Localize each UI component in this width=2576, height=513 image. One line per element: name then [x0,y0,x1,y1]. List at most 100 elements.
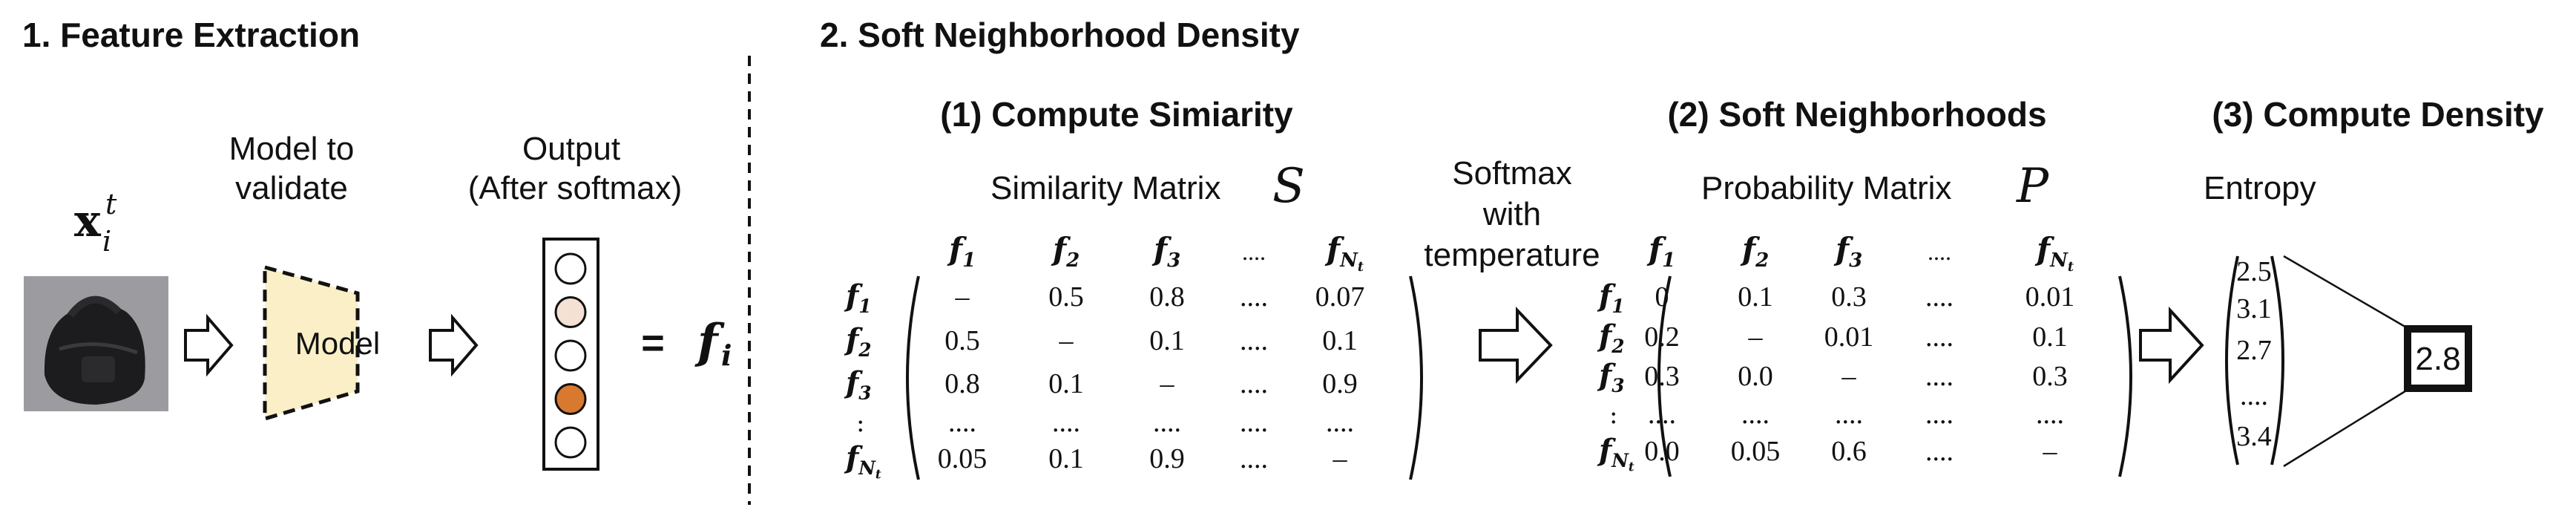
col-header: f1 [1646,231,1675,272]
step2-title: (2) Soft Neighborhoods [1667,95,2046,134]
left-bracket [1657,275,1672,477]
matrix-cell: .... [2036,399,2064,430]
row-header: f3 [1597,358,1624,396]
softmax-line3: temperature [1424,237,1600,273]
output-caption-line1: Output [522,131,620,167]
entropy-caption: Entropy [2204,170,2316,206]
matrix-cell: 0.8 [1149,281,1185,313]
row-header: f1 [844,278,871,317]
matrix-cell: .... [948,407,976,438]
row-header: f2 [1597,318,1624,357]
matrix-cell: .... [1240,407,1268,438]
entropy-vector: 2.5 3.1 2.7.... 3.4 [2225,255,2284,465]
matrix-cell: 0.07 [1315,281,1365,313]
matrix-cell: .... [1835,399,1863,430]
matrix-cell: 0.05 [1731,436,1781,467]
matrix-cell: 0.9 [1149,443,1185,474]
softmax-line2: with [1482,196,1541,232]
output-cells [554,252,587,459]
col-header: .... [1242,238,1266,265]
right-bracket [2118,275,2132,477]
arrow-softmax [1479,307,1553,384]
matrix-cell: 0.0 [1738,361,1773,392]
model-caption-line1: Model to [229,131,355,167]
col-header: fNt [2034,231,2074,275]
model-block [263,264,360,422]
matrix-cell: 0.5 [944,325,980,356]
output-cell [554,426,587,459]
matrix-cell: .... [1648,399,1676,430]
matrix-cell: .... [1240,281,1268,313]
svg-text:t: t [105,188,117,220]
input-image [24,276,168,411]
matrix-cell: .... [1326,407,1354,438]
output-cell [554,252,587,285]
entropy-value: .... [2240,380,2268,411]
svg-text:x: x [74,195,102,247]
matrix-cell: – [1160,368,1175,399]
matrix-cell: .... [1741,399,1770,430]
matrix-cell: .... [1925,321,1954,353]
matrix-cell: .... [1925,399,1954,430]
matrix-cell: .... [1240,325,1268,356]
matrix-cell: 0.01 [1824,321,1874,353]
density-line-bottom [2283,388,2408,468]
matrix-cell: 0.3 [2032,361,2068,392]
panel2-title: 2. Soft Neighborhood Density [820,16,1300,54]
col-header: f2 [1051,231,1080,272]
matrix-cell: .... [1240,443,1268,474]
matrix-cell: – [1841,361,1857,392]
col-header: f3 [1151,231,1180,272]
row-header: f1 [1597,278,1624,317]
model-caption-line2: validate [235,170,348,206]
col-header: fNt [1324,231,1364,275]
density-line-top [2283,255,2408,330]
arrow-to-entropy [2139,306,2204,385]
matrix-cell: 0.0 [1644,436,1680,467]
matrix-cell: 0.3 [1831,281,1867,313]
panel1-title: 1. Feature Extraction [22,16,360,54]
matrix-cell: 0.1 [1149,325,1185,356]
right-bracket [1409,275,1423,480]
col-header: f3 [1833,231,1862,272]
matrix-cell: 0.01 [2025,281,2075,313]
matrix-cell: 0 [1655,281,1669,313]
matrix-cell: – [1059,325,1074,356]
matrix-cell: – [2043,436,2058,467]
similarity-caption: Similarity Matrix [990,170,1220,206]
output-cell [554,339,587,372]
row-header: fNt [1597,433,1634,474]
input-symbol: x t i [74,188,117,258]
row-header: f2 [844,322,871,361]
col-header: f1 [947,231,976,272]
entropy-left-bracket [2225,255,2239,465]
output-cell [554,383,587,415]
matrix-cell: 0.05 [938,443,988,474]
entropy-value: 2.7 [2236,335,2272,366]
matrix-cell: 0.1 [1322,325,1358,356]
entropy-value: 3.1 [2236,293,2272,324]
probability-caption: Probability Matrix [1701,170,1951,206]
row-header: f3 [844,365,871,404]
svg-text:i: i [721,339,732,372]
matrix-cell: .... [1925,436,1954,467]
svg-text:i: i [102,225,111,258]
matrix-cell: 0.1 [1048,443,1084,474]
entropy-value: 2.5 [2236,256,2272,287]
row-header: : [856,408,864,438]
svg-text:f: f [694,314,725,370]
equals-sign: = [641,321,665,365]
row-header: fNt [844,440,881,481]
output-cell [554,296,587,328]
row-header: : [1609,400,1617,430]
feature-symbol: f i [694,314,732,372]
matrix-cell: .... [1925,361,1954,392]
matrix-cell: .... [1240,368,1268,399]
matrix-cell: 0.9 [1322,368,1358,399]
matrix-cell: 0.1 [1048,368,1084,399]
arrow-to-output [429,313,479,377]
col-header: f2 [1740,231,1769,272]
